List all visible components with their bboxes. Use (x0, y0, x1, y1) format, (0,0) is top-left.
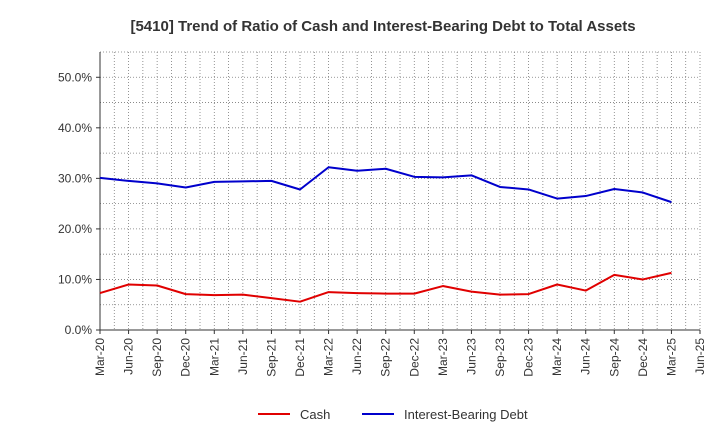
x-tick-label: Sep-20 (150, 338, 164, 377)
x-tick-label: Jun-25 (693, 338, 707, 375)
y-tick-label: 10.0% (58, 272, 92, 286)
y-tick-label: 50.0% (58, 70, 92, 84)
x-tick-label: Jun-24 (579, 338, 593, 375)
x-tick-label: Mar-22 (322, 338, 336, 376)
x-tick-label: Jun-21 (236, 338, 250, 375)
x-tick-label: Dec-24 (636, 338, 650, 377)
x-tick-label: Dec-23 (522, 338, 536, 377)
legend-label-interest-bearing-debt: Interest-Bearing Debt (404, 407, 528, 422)
x-tick-label: Jun-20 (122, 338, 136, 375)
x-tick-label: Jun-23 (464, 338, 478, 375)
y-tick-label: 40.0% (58, 121, 92, 135)
chart-title: [5410] Trend of Ratio of Cash and Intere… (130, 18, 635, 35)
x-tick-label: Mar-21 (207, 338, 221, 376)
x-tick-label: Dec-22 (407, 338, 421, 377)
legend-label-cash: Cash (300, 407, 330, 422)
y-tick-label: 20.0% (58, 222, 92, 236)
x-tick-label: Sep-24 (607, 338, 621, 377)
x-tick-label: Mar-25 (664, 338, 678, 376)
axis-layer: 0.0% 10.0% 20.0% 30.0% 40.0% 50.0% Mar-20 Jun-2… (58, 52, 707, 377)
x-tick-label: Sep-21 (264, 338, 278, 377)
x-tick-label: Dec-21 (293, 338, 307, 377)
x-tick-label: Mar-23 (436, 338, 450, 376)
series-layer (99, 166, 672, 303)
x-tick-label: Mar-24 (550, 338, 564, 376)
y-tick-label: 0.0% (65, 323, 93, 337)
legend: Cash Interest-Bearing Debt (258, 407, 528, 422)
series-line-interest-bearing-debt (99, 166, 672, 204)
x-tick-label: Mar-20 (93, 338, 107, 376)
x-tick-label: Sep-22 (379, 338, 393, 377)
x-tick-label: Dec-20 (179, 338, 193, 377)
x-tick-label: Sep-23 (493, 338, 507, 377)
y-tick-label: 30.0% (58, 171, 92, 185)
x-tick-label: Jun-22 (350, 338, 364, 375)
series-line-cash (99, 271, 672, 303)
